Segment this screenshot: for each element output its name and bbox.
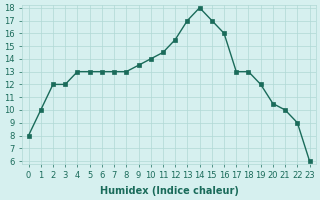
X-axis label: Humidex (Indice chaleur): Humidex (Indice chaleur): [100, 186, 238, 196]
